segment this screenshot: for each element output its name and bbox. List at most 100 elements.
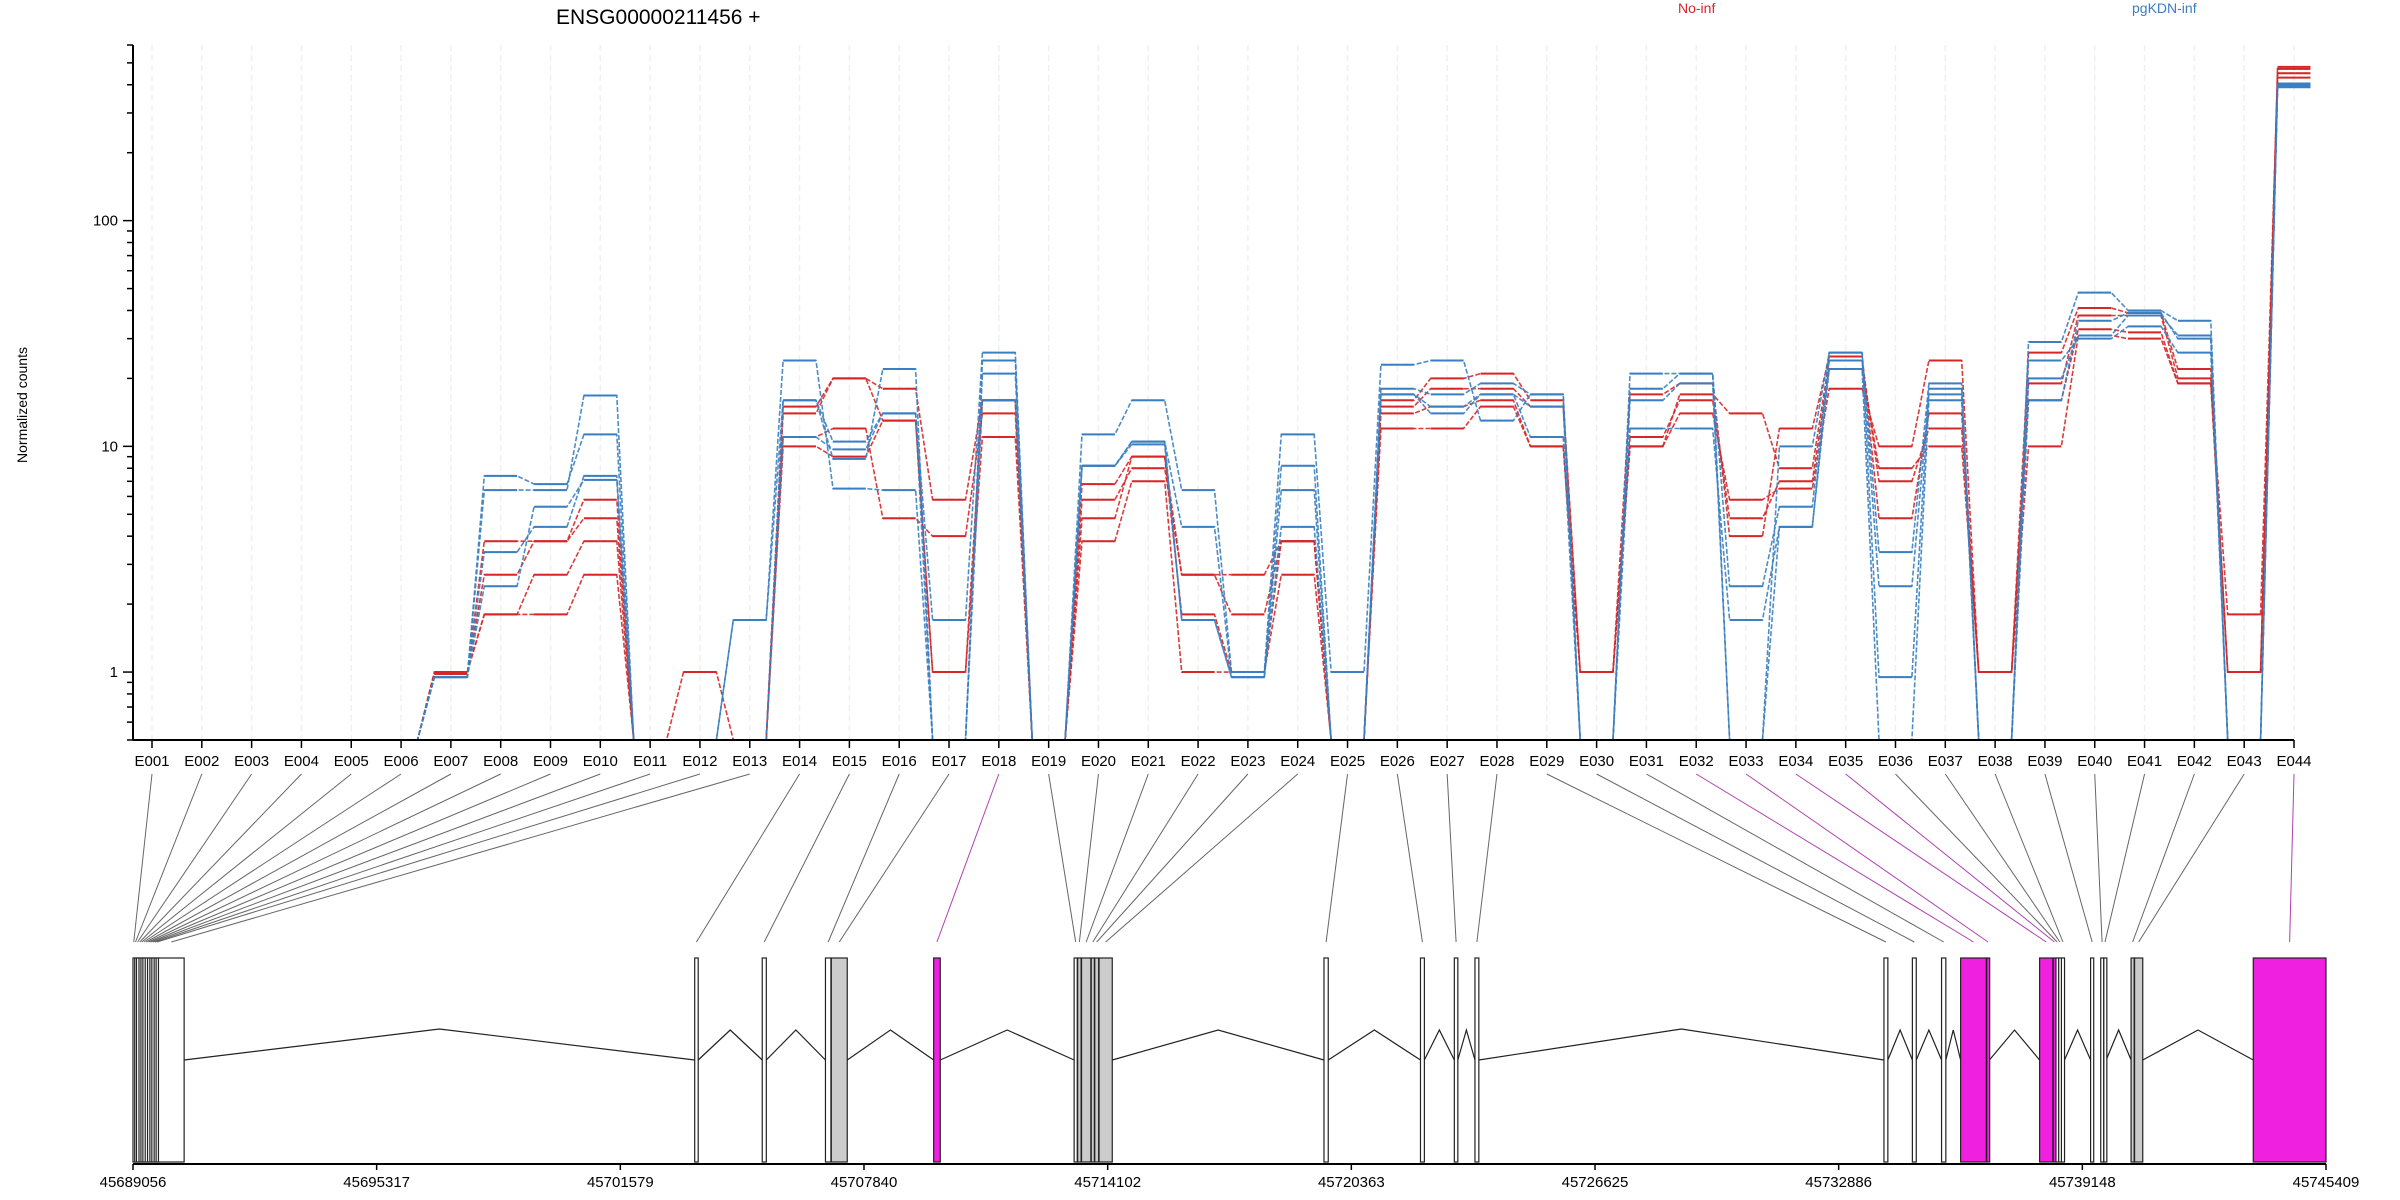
connector-e008 — [148, 773, 501, 943]
genomic-tick-label: 45689056 — [100, 1174, 167, 1191]
exon-box-e029 — [1883, 957, 1889, 1163]
exon-box-e027 — [1453, 957, 1459, 1163]
exon-box-e039 — [2090, 957, 2095, 1163]
x-tick-label-e007: E007 — [433, 753, 468, 770]
x-tick-label-e043: E043 — [2227, 753, 2262, 770]
connector-e016 — [827, 773, 900, 943]
x-tick-label-e010: E010 — [583, 753, 618, 770]
x-tick-label-e004: E004 — [284, 753, 319, 770]
exon-box-e042 — [2130, 957, 2135, 1163]
x-tick-label-e011: E011 — [633, 753, 667, 770]
exon-box-e022 — [1090, 957, 1095, 1163]
intron-line — [1478, 1028, 1885, 1061]
intron-line — [1915, 1028, 1943, 1061]
exon-box-e018 — [933, 957, 941, 1163]
x-tick-label-e024: E024 — [1280, 753, 1315, 770]
connector-e041 — [2104, 773, 2146, 943]
exon-box-e033 — [1986, 957, 1991, 1163]
intron-line — [2063, 1028, 2092, 1061]
x-tick-label-e042: E042 — [2177, 753, 2212, 770]
exon-box-e016 — [824, 957, 832, 1163]
connector-e019 — [1048, 773, 1077, 943]
genomic-tick-label: 45732886 — [1805, 1174, 1872, 1191]
exon-box-e030 — [1911, 957, 1917, 1163]
connector-e005 — [141, 773, 352, 943]
connector-e015 — [763, 773, 850, 943]
series-line-no-inf-1 — [135, 72, 2311, 741]
connector-e030 — [1596, 773, 1915, 943]
y-tick-label: 1 — [110, 664, 118, 681]
genomic-tick-label: 45726625 — [1562, 1174, 1629, 1191]
x-tick-label-e009: E009 — [533, 753, 568, 770]
connector-e037 — [1944, 773, 2061, 943]
intron-line — [2105, 1028, 2132, 1061]
intron-line — [765, 1029, 826, 1061]
intron-line — [1988, 1029, 2041, 1061]
x-tick-label-e018: E018 — [981, 753, 1016, 770]
exon-box-e014 — [694, 957, 699, 1163]
x-tick-label-e039: E039 — [2027, 753, 2062, 770]
x-tick-label-e035: E035 — [1828, 753, 1863, 770]
chart-title-text: ENSG00000211456 + — [556, 6, 761, 29]
connector-e006 — [143, 773, 402, 943]
exon-box-e032 — [1960, 957, 1987, 1163]
x-tick-label-e032: E032 — [1679, 753, 1714, 770]
x-tick-label-e025: E025 — [1330, 753, 1365, 770]
exon-box-e013 — [157, 957, 185, 1163]
exon-box-e017 — [830, 957, 848, 1163]
connector-e021 — [1085, 773, 1149, 943]
x-tick-label-e021: E021 — [1131, 753, 1166, 770]
x-tick-label-e015: E015 — [832, 753, 867, 770]
intron-line — [1945, 1029, 1962, 1061]
intron-line — [1327, 1029, 1421, 1061]
connector-e027 — [1446, 773, 1457, 943]
exon-box-e020 — [1077, 957, 1082, 1163]
x-tick-label-e027: E027 — [1430, 753, 1465, 770]
x-tick-label-e030: E030 — [1579, 753, 1614, 770]
exon-box-e031 — [1940, 957, 1947, 1163]
x-tick-label-e005: E005 — [334, 753, 369, 770]
x-tick-label-e017: E017 — [931, 753, 966, 770]
chart-title: ENSG00000211456 + — [556, 6, 761, 29]
connector-e018 — [936, 773, 1000, 943]
x-tick-label-e020: E020 — [1081, 753, 1116, 770]
x-tick-label-e023: E023 — [1230, 753, 1265, 770]
legend: No-inf pgKDN-inf — [1678, 0, 2197, 16]
connector-e033 — [1745, 773, 1989, 943]
x-tick-label-e038: E038 — [1978, 753, 2013, 770]
intron-line — [1887, 1028, 1913, 1061]
connector-e023 — [1096, 773, 1249, 943]
connector-e044 — [2289, 773, 2295, 943]
intron-line — [1423, 1028, 1455, 1061]
x-tick-label-e016: E016 — [882, 753, 917, 770]
x-tick-label-e033: E033 — [1729, 753, 1764, 770]
exon-box-e043 — [2133, 957, 2144, 1163]
exon-box-e024 — [1098, 957, 1113, 1163]
y-tick-label: 10 — [101, 438, 118, 455]
connector-e024 — [1105, 773, 1299, 943]
exon-box-e023 — [1094, 957, 1100, 1163]
connector-e001 — [133, 773, 153, 943]
genomic-tick-label: 45701579 — [587, 1174, 654, 1191]
connector-e011 — [154, 773, 651, 943]
vertical-grid — [151, 45, 2295, 740]
x-tick-label-e012: E012 — [682, 753, 717, 770]
genomic-tick-label: 45720363 — [1318, 1174, 1385, 1191]
exon-box-e028 — [1474, 957, 1480, 1163]
connector-e028 — [1476, 773, 1498, 943]
connector-e036 — [1895, 773, 2058, 943]
connector-e013 — [171, 773, 750, 943]
connector-e025 — [1325, 773, 1349, 943]
connector-e035 — [1845, 773, 2055, 943]
genomic-tick-label: 45745409 — [2293, 1174, 2360, 1191]
genomic-tick-label: 45695317 — [343, 1174, 410, 1191]
x-tick-label-e013: E013 — [732, 753, 767, 770]
intron-line — [2142, 1029, 2254, 1061]
connector-e031 — [1646, 773, 1944, 943]
connector-e034 — [1795, 773, 2047, 943]
exon-box-e021 — [1080, 957, 1092, 1163]
connector-e032 — [1695, 773, 1974, 943]
x-tick-label-e014: E014 — [782, 753, 817, 770]
exon-box-e025 — [1323, 957, 1329, 1163]
